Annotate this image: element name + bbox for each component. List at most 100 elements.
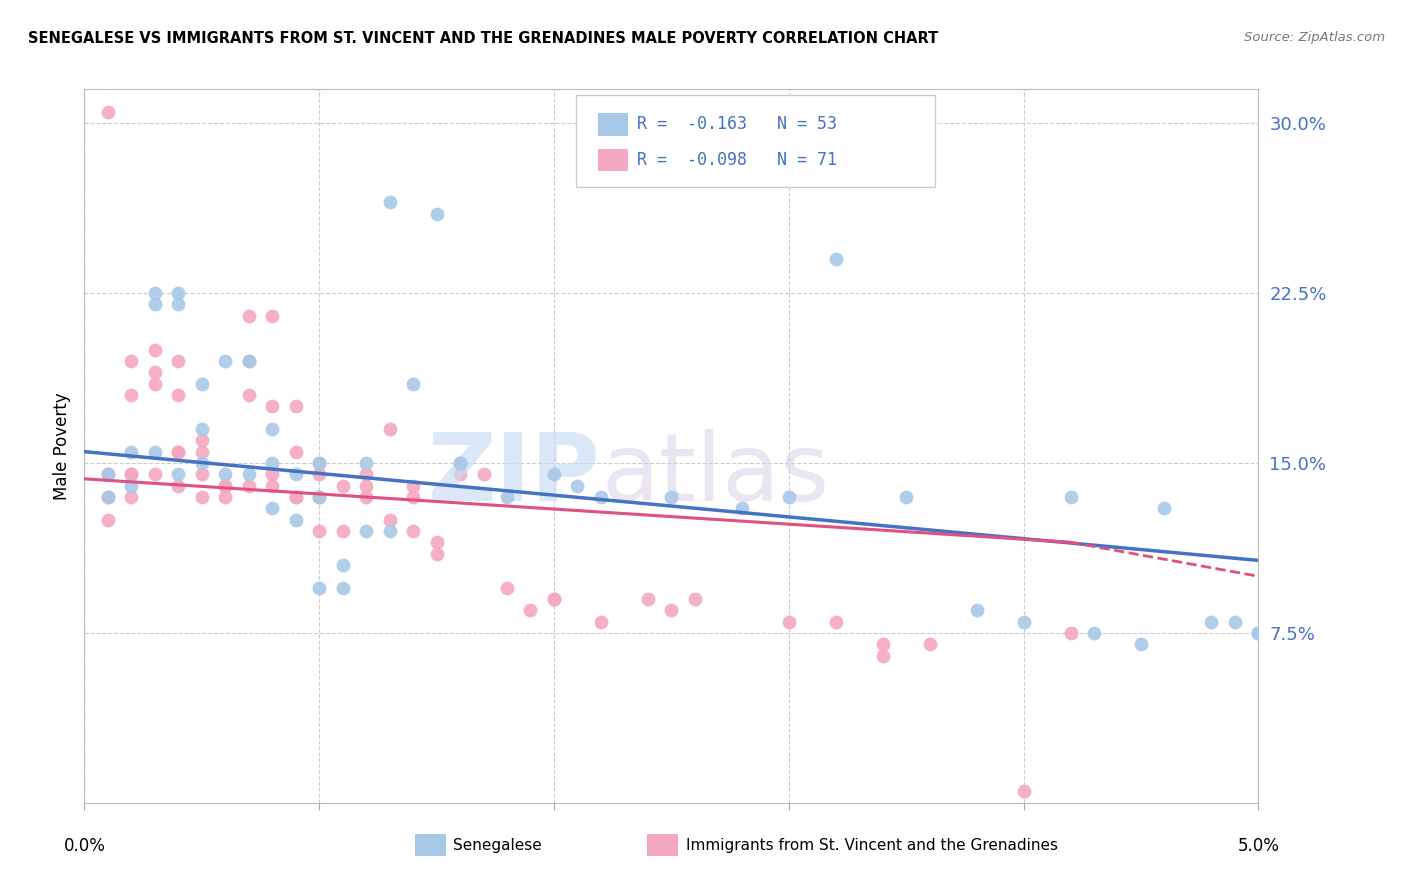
Point	[284, 467, 307, 482]
Point	[238, 309, 260, 323]
Point	[284, 444, 307, 458]
Point	[354, 456, 377, 470]
Point	[1012, 784, 1035, 798]
Point	[1153, 501, 1175, 516]
Point	[143, 376, 166, 391]
Point	[589, 615, 612, 629]
Point	[191, 490, 214, 504]
Point	[191, 434, 214, 448]
Point	[191, 422, 214, 436]
Point	[589, 490, 612, 504]
Point	[1130, 637, 1153, 651]
Point	[308, 456, 330, 470]
Point	[543, 591, 565, 606]
Point	[262, 309, 284, 323]
Point	[308, 467, 330, 482]
Point	[354, 467, 377, 482]
Point	[824, 252, 846, 266]
Point	[143, 365, 166, 379]
Point	[191, 456, 214, 470]
Point	[402, 490, 425, 504]
Point	[354, 524, 377, 538]
Point	[378, 513, 401, 527]
Point	[449, 456, 471, 470]
Point	[332, 478, 354, 492]
Point	[97, 490, 120, 504]
Point	[214, 467, 236, 482]
Point	[167, 467, 190, 482]
Point	[238, 354, 260, 368]
Text: Immigrants from St. Vincent and the Grenadines: Immigrants from St. Vincent and the Gren…	[686, 838, 1059, 853]
Text: Source: ZipAtlas.com: Source: ZipAtlas.com	[1244, 31, 1385, 45]
Point	[966, 603, 988, 617]
Point	[167, 286, 190, 301]
Text: 0.0%: 0.0%	[63, 837, 105, 855]
Point	[214, 354, 236, 368]
Point	[449, 456, 471, 470]
Point	[872, 648, 894, 663]
Point	[191, 444, 214, 458]
Text: atlas: atlas	[600, 428, 830, 521]
Point	[191, 467, 214, 482]
Point	[519, 603, 541, 617]
Point	[238, 467, 260, 482]
Point	[262, 478, 284, 492]
Point	[120, 490, 142, 504]
Point	[918, 637, 941, 651]
Point	[308, 456, 330, 470]
Point	[354, 490, 377, 504]
Text: 5.0%: 5.0%	[1237, 837, 1279, 855]
Point	[143, 467, 166, 482]
Point	[1247, 626, 1270, 640]
Point	[262, 456, 284, 470]
Text: ZIP: ZIP	[427, 428, 600, 521]
Point	[284, 400, 307, 414]
Point	[167, 478, 190, 492]
Text: Senegalese: Senegalese	[453, 838, 541, 853]
Point	[567, 478, 589, 492]
Point	[872, 637, 894, 651]
Point	[1223, 615, 1246, 629]
Point	[143, 286, 166, 301]
Point	[284, 513, 307, 527]
Point	[143, 444, 166, 458]
Point	[284, 490, 307, 504]
Point	[262, 501, 284, 516]
Point	[543, 467, 565, 482]
Point	[97, 467, 120, 482]
Point	[238, 388, 260, 402]
Point	[378, 195, 401, 210]
Point	[354, 478, 377, 492]
Point	[97, 104, 120, 119]
Point	[120, 467, 142, 482]
Point	[120, 354, 142, 368]
Point	[214, 478, 236, 492]
Point	[167, 444, 190, 458]
Point	[214, 490, 236, 504]
Point	[1247, 626, 1270, 640]
Text: SENEGALESE VS IMMIGRANTS FROM ST. VINCENT AND THE GRENADINES MALE POVERTY CORREL: SENEGALESE VS IMMIGRANTS FROM ST. VINCEN…	[28, 31, 938, 46]
Point	[449, 467, 471, 482]
Point	[1059, 626, 1081, 640]
Point	[496, 490, 519, 504]
Point	[143, 343, 166, 357]
Point	[120, 388, 142, 402]
Point	[97, 467, 120, 482]
Point	[97, 513, 120, 527]
Text: R =  -0.163   N = 53: R = -0.163 N = 53	[637, 115, 837, 133]
Point	[167, 297, 190, 311]
Point	[167, 354, 190, 368]
Point	[402, 376, 425, 391]
Point	[1083, 626, 1105, 640]
Point	[332, 581, 354, 595]
Point	[683, 591, 706, 606]
Point	[426, 207, 449, 221]
Point	[896, 490, 918, 504]
Point	[426, 535, 449, 549]
Point	[778, 490, 800, 504]
Point	[1012, 615, 1035, 629]
Point	[120, 467, 142, 482]
Point	[496, 581, 519, 595]
Point	[378, 422, 401, 436]
Point	[661, 603, 683, 617]
